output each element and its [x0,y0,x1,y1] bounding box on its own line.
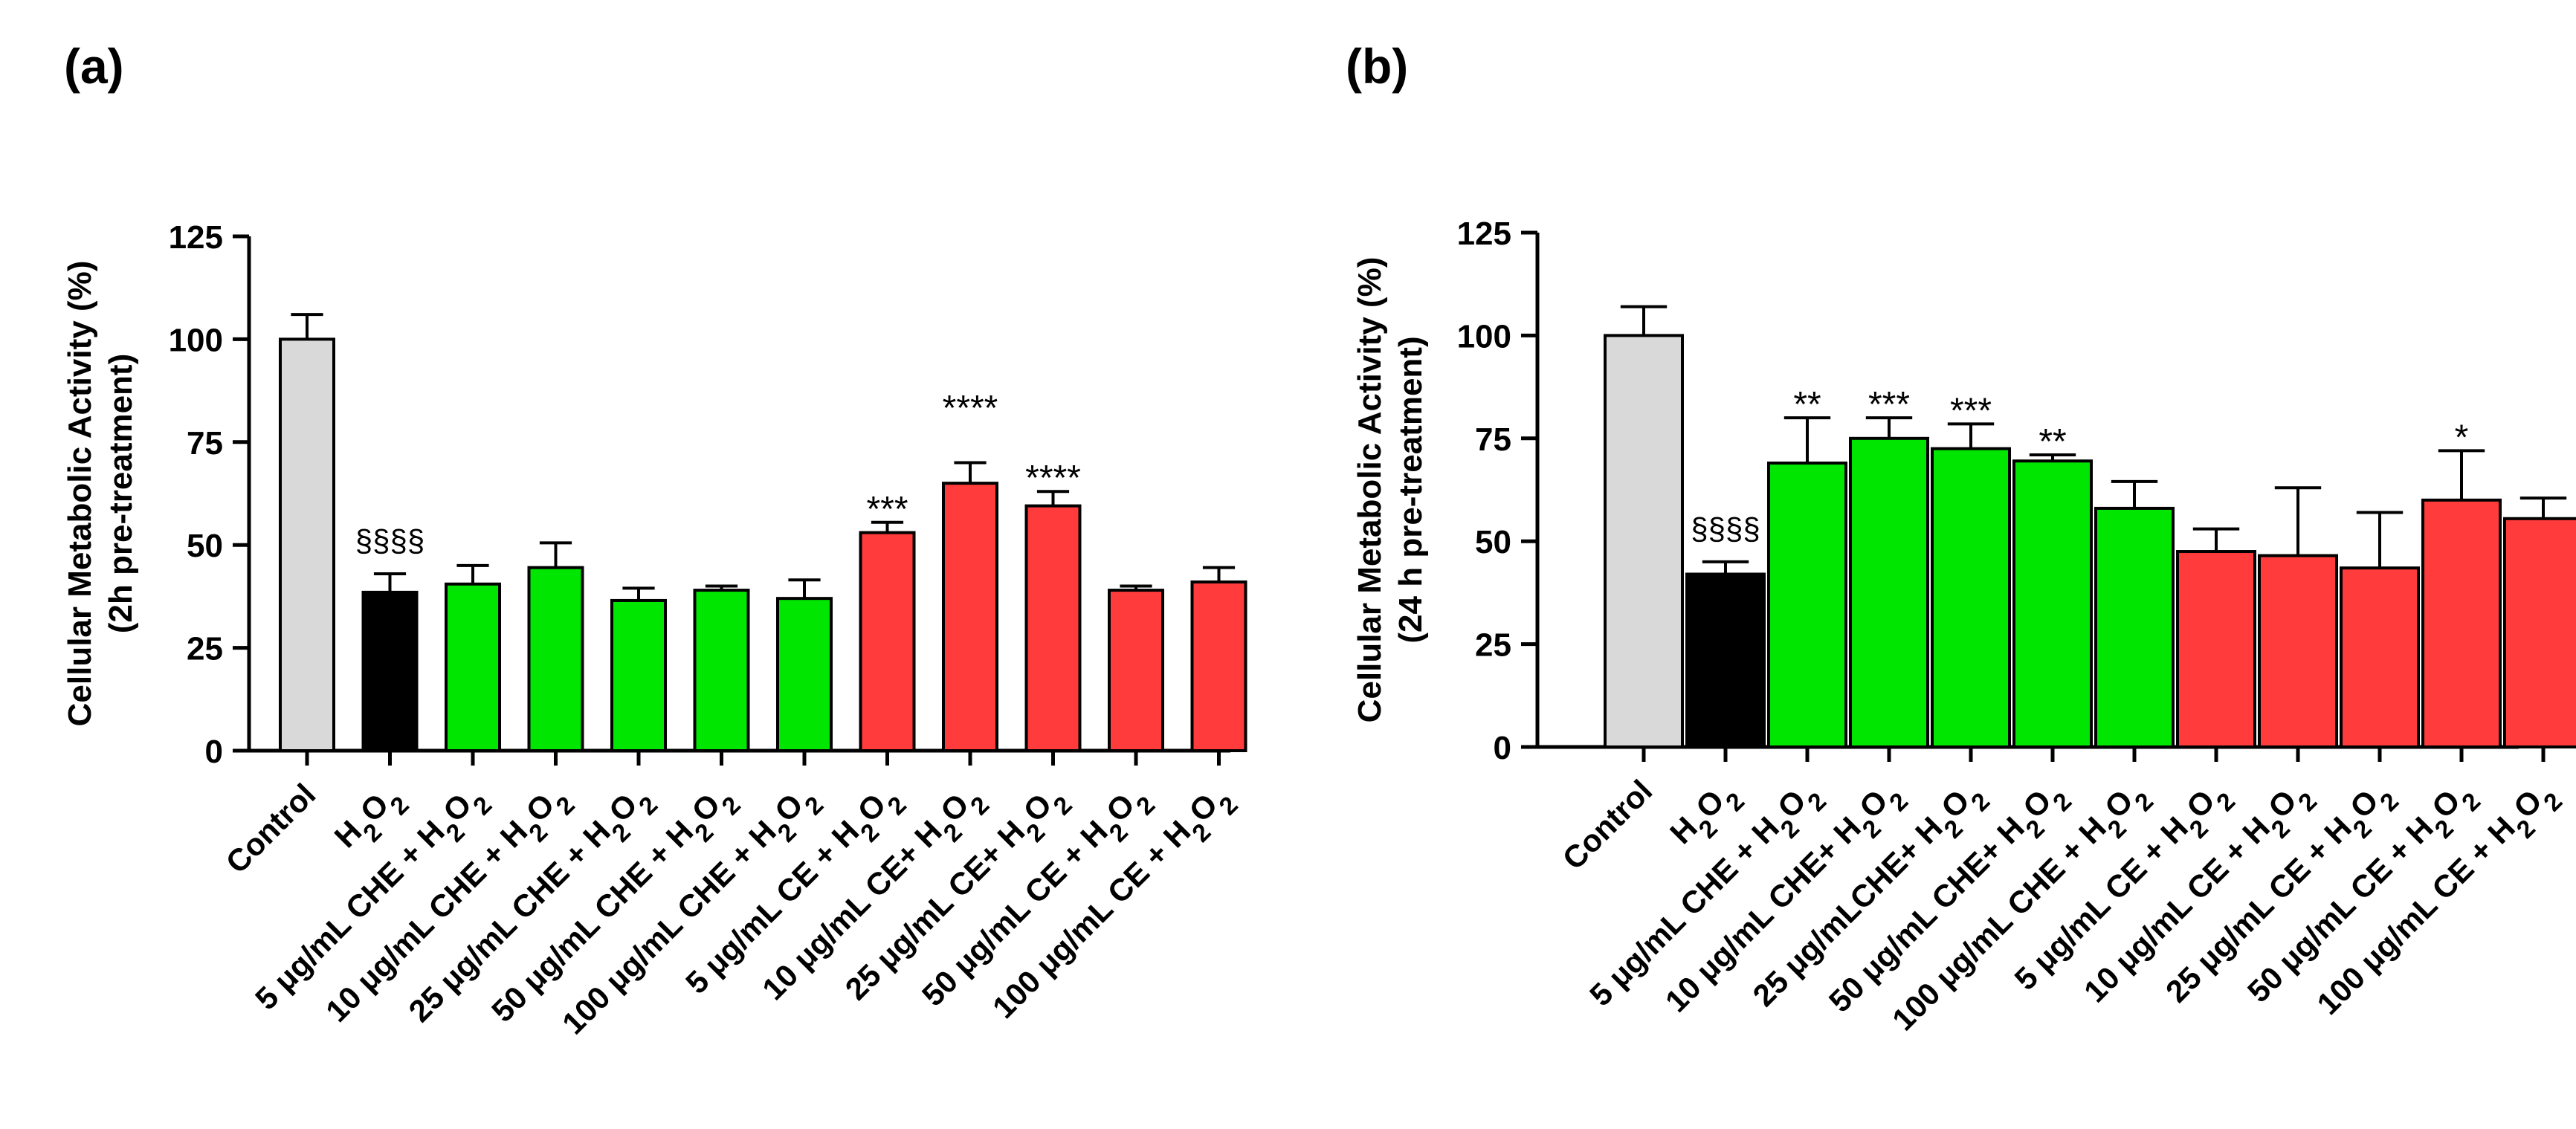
bar [1931,447,2011,748]
significance-label: ** [2038,422,2066,462]
y-axis-label: Cellular Metabolic Activity (%) [62,261,98,727]
bar [2094,506,2175,748]
y-tick-label: 100 [169,322,223,358]
y-tick-label: 50 [1475,524,1511,560]
panel-label: (a) [64,39,124,94]
significance-label: **** [1025,459,1081,498]
bar [1024,504,1082,752]
y-tick-label: 100 [1457,318,1511,355]
y-tick-label: 0 [205,734,223,770]
bar [2421,498,2502,749]
bar [610,598,667,752]
bar [859,531,916,752]
significance-label: *** [866,490,908,529]
y-tick-label: 75 [1475,421,1511,458]
bar [1685,572,1766,748]
bar [527,566,584,753]
significance-label: * [2455,418,2469,457]
y-tick-label: 0 [1494,730,1511,766]
significance-label: ** [1793,385,1821,424]
x-tick-label: Control [1556,773,1659,876]
bar [2012,459,2093,748]
significance-label: §§§§ [1691,511,1760,546]
bar [1849,436,1929,748]
y-tick-label: 125 [1457,216,1511,252]
bar [2176,550,2256,748]
bar [1190,580,1247,752]
bar [776,597,833,753]
bar [2258,554,2338,748]
y-tick-label: 75 [187,425,223,462]
bar [1767,462,1847,748]
significance-label: **** [943,389,998,428]
y-tick-label: 50 [187,528,223,564]
y-axis-label-sub: (24 h pre-treatment) [1392,336,1429,643]
bar [445,582,501,752]
panel-label: (b) [1346,39,1408,94]
bar [1108,589,1164,753]
bar [2340,566,2420,749]
bar [279,337,335,752]
panel-a: (a) Cellular Metabolic Activity (%) (2h pr… [62,39,1247,1041]
significance-label: §§§§ [355,523,425,558]
panel-b: (b) Cellular Metabolic Activity (%) (24 h … [1346,39,2576,1038]
y-axis-label: Cellular Metabolic Activity (%) [1352,257,1388,723]
bar [693,589,750,753]
x-tick-label: Control [219,777,323,880]
bar [1604,334,1684,748]
y-tick-label: 25 [187,631,223,667]
y-axis-label-sub: (2h pre-treatment) [103,354,139,634]
bar [2503,517,2576,748]
bar [361,590,419,753]
y-tick-label: 125 [169,219,223,256]
significance-label: *** [1868,385,1910,424]
bar [942,482,998,752]
y-tick-label: 25 [1475,627,1511,664]
significance-label: *** [1950,391,1992,430]
